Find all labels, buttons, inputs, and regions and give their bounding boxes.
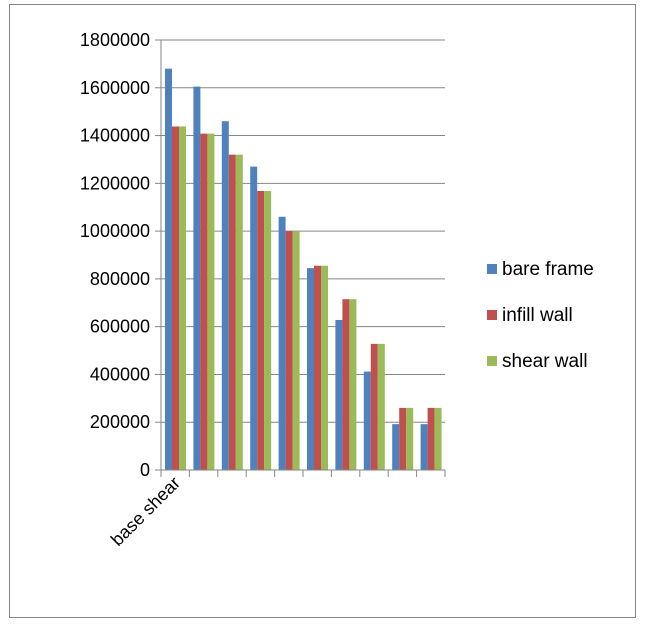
y-tick-label: 800000 (90, 269, 150, 289)
bar (307, 268, 314, 470)
y-tick-label: 1400000 (80, 126, 150, 146)
bar (250, 166, 258, 470)
bar-chart: 0 200000 400000 600000 800000 1000000 1200000 1… (80, 30, 594, 550)
chart-frame: 0 200000 400000 600000 800000 1000000 1200000 1… (9, 4, 636, 618)
bar (427, 407, 435, 470)
y-tick-label: 1000000 (80, 221, 150, 241)
bar (363, 371, 371, 470)
bar (335, 319, 343, 470)
y-tick-label: 1800000 (80, 30, 150, 50)
legend-label: bare frame (502, 259, 594, 280)
bar (221, 121, 229, 470)
legend-label: infill wall (502, 305, 573, 326)
bar (377, 343, 385, 470)
bar (314, 265, 321, 470)
bar (399, 407, 407, 470)
bars (165, 68, 442, 470)
bar (200, 133, 208, 470)
bar (406, 407, 414, 470)
x-tick-labels: base shear (107, 473, 184, 550)
bar (321, 265, 328, 470)
bar (342, 299, 350, 470)
legend-swatch (487, 264, 497, 274)
x-category-label: base shear (107, 473, 184, 550)
bar (179, 126, 186, 470)
bar (193, 86, 201, 470)
legend-label: shear wall (502, 351, 588, 372)
bar (228, 154, 236, 470)
bar (264, 190, 272, 470)
bar (370, 343, 378, 470)
bar (235, 154, 243, 470)
bar (278, 216, 286, 470)
bar (257, 190, 265, 470)
bar (285, 231, 293, 470)
y-tick-label: 200000 (90, 412, 150, 432)
bar (392, 424, 400, 470)
y-tick-label: 400000 (90, 364, 150, 384)
bar (434, 407, 442, 470)
bar (165, 68, 172, 470)
bar (420, 424, 428, 470)
bar (349, 299, 357, 470)
y-tick-label: 1600000 (80, 78, 150, 98)
bar (172, 126, 179, 470)
axes (155, 39, 446, 477)
y-tick-label: 1200000 (80, 173, 150, 193)
y-tick-label: 600000 (90, 317, 150, 337)
bar (292, 231, 300, 470)
y-tick-labels: 0 200000 400000 600000 800000 1000000 1200000 1… (80, 30, 150, 480)
legend: bare frame infill wall shear wall (487, 259, 594, 372)
bar (207, 133, 215, 470)
legend-swatch (487, 310, 497, 320)
legend-swatch (487, 356, 497, 366)
y-tick-label: 0 (140, 460, 150, 480)
